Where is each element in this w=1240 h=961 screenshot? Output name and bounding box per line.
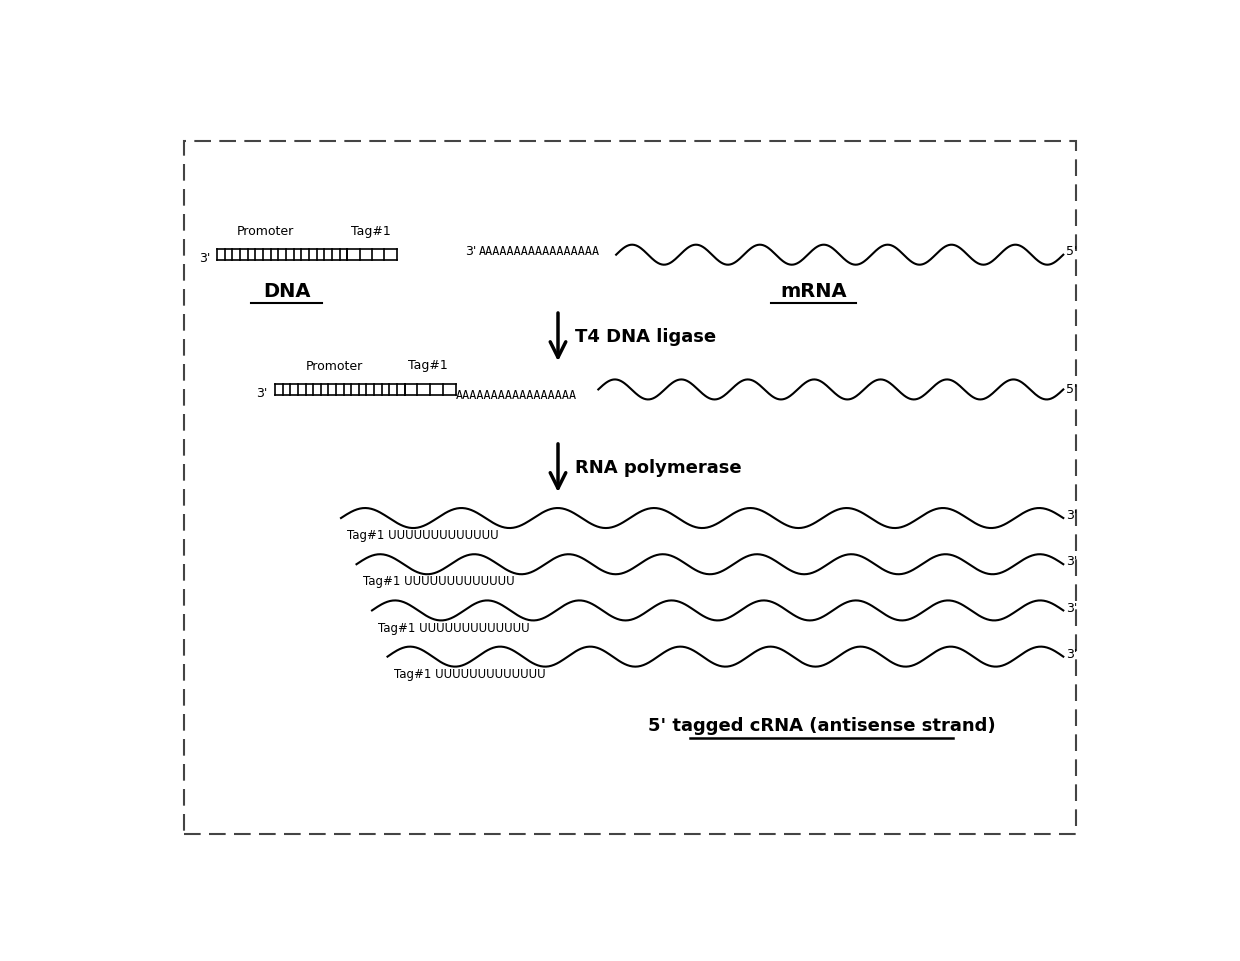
Text: Tag#1: Tag#1: [351, 225, 391, 237]
Text: mRNA: mRNA: [780, 283, 847, 301]
Text: 3': 3': [1065, 509, 1078, 522]
Text: 3': 3': [465, 245, 476, 259]
Text: RNA polymerase: RNA polymerase: [575, 459, 742, 477]
Text: Tag#1 UUUUUUUUUUUUU: Tag#1 UUUUUUUUUUUUU: [394, 668, 546, 680]
Text: 3': 3': [200, 252, 211, 265]
Text: Tag#1: Tag#1: [408, 359, 448, 373]
Text: 3': 3': [255, 386, 268, 400]
Text: DNA: DNA: [263, 283, 310, 301]
Text: 5' tagged cRNA (antisense strand): 5' tagged cRNA (antisense strand): [647, 717, 996, 735]
Text: T4 DNA ligase: T4 DNA ligase: [575, 328, 717, 346]
Text: Tag#1 UUUUUUUUUUUUU: Tag#1 UUUUUUUUUUUUU: [363, 576, 515, 588]
Text: AAAAAAAAAAAAAAAAA: AAAAAAAAAAAAAAAAA: [456, 389, 577, 402]
Text: Promoter: Promoter: [306, 359, 363, 373]
Text: 3': 3': [1065, 602, 1078, 615]
Text: Tag#1 UUUUUUUUUUUUU: Tag#1 UUUUUUUUUUUUU: [347, 530, 498, 542]
Text: 3': 3': [1065, 555, 1078, 568]
Text: AAAAAAAAAAAAAAAAA: AAAAAAAAAAAAAAAAA: [479, 245, 600, 259]
Text: 5': 5': [1065, 245, 1078, 259]
Text: Promoter: Promoter: [237, 225, 294, 237]
Text: Tag#1 UUUUUUUUUUUUU: Tag#1 UUUUUUUUUUUUU: [378, 622, 529, 634]
Text: 5': 5': [1065, 382, 1078, 396]
Text: 3': 3': [1065, 648, 1078, 661]
